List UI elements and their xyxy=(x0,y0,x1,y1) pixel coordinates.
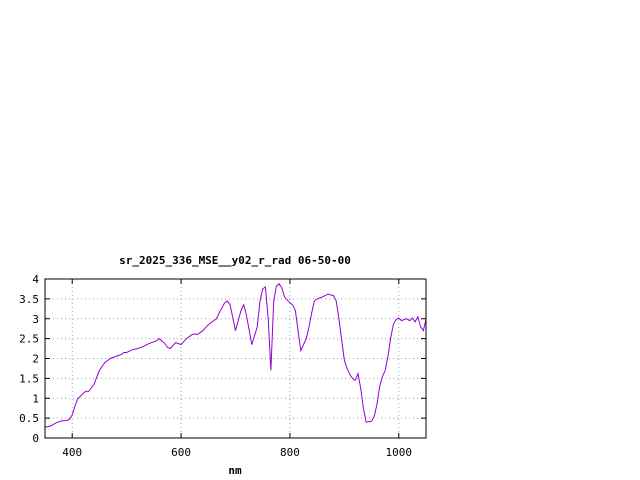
y-tick-label: 2 xyxy=(32,353,39,366)
tick-layer: 0 0.5 1 1.5 2 2.5 3 3.5 4 400 600 800 1000 xyxy=(19,273,426,459)
plot-frame xyxy=(44,278,427,439)
y-tick-label: 3.5 xyxy=(19,293,39,306)
y-tick-label: 3 xyxy=(32,313,39,326)
y-tick-label: 0 xyxy=(32,432,39,445)
series-line xyxy=(44,283,427,428)
chart-title: sr_2025_336_MSE__y02_r_rad 06-50-00 xyxy=(119,254,351,267)
y-tick-label: 1.5 xyxy=(19,372,39,385)
x-tick-label: 600 xyxy=(171,446,191,459)
y-tick-label: 0.5 xyxy=(19,412,39,425)
x-tick-label: 800 xyxy=(280,446,300,459)
y-tick-label: 1 xyxy=(32,392,39,405)
y-tick-label: 2.5 xyxy=(19,333,39,346)
y-tick-label: 4 xyxy=(32,273,39,286)
x-tick-label: 400 xyxy=(62,446,82,459)
x-axis-label: nm xyxy=(228,464,242,477)
grid-layer xyxy=(45,279,426,438)
x-tick-label: 1000 xyxy=(386,446,413,459)
